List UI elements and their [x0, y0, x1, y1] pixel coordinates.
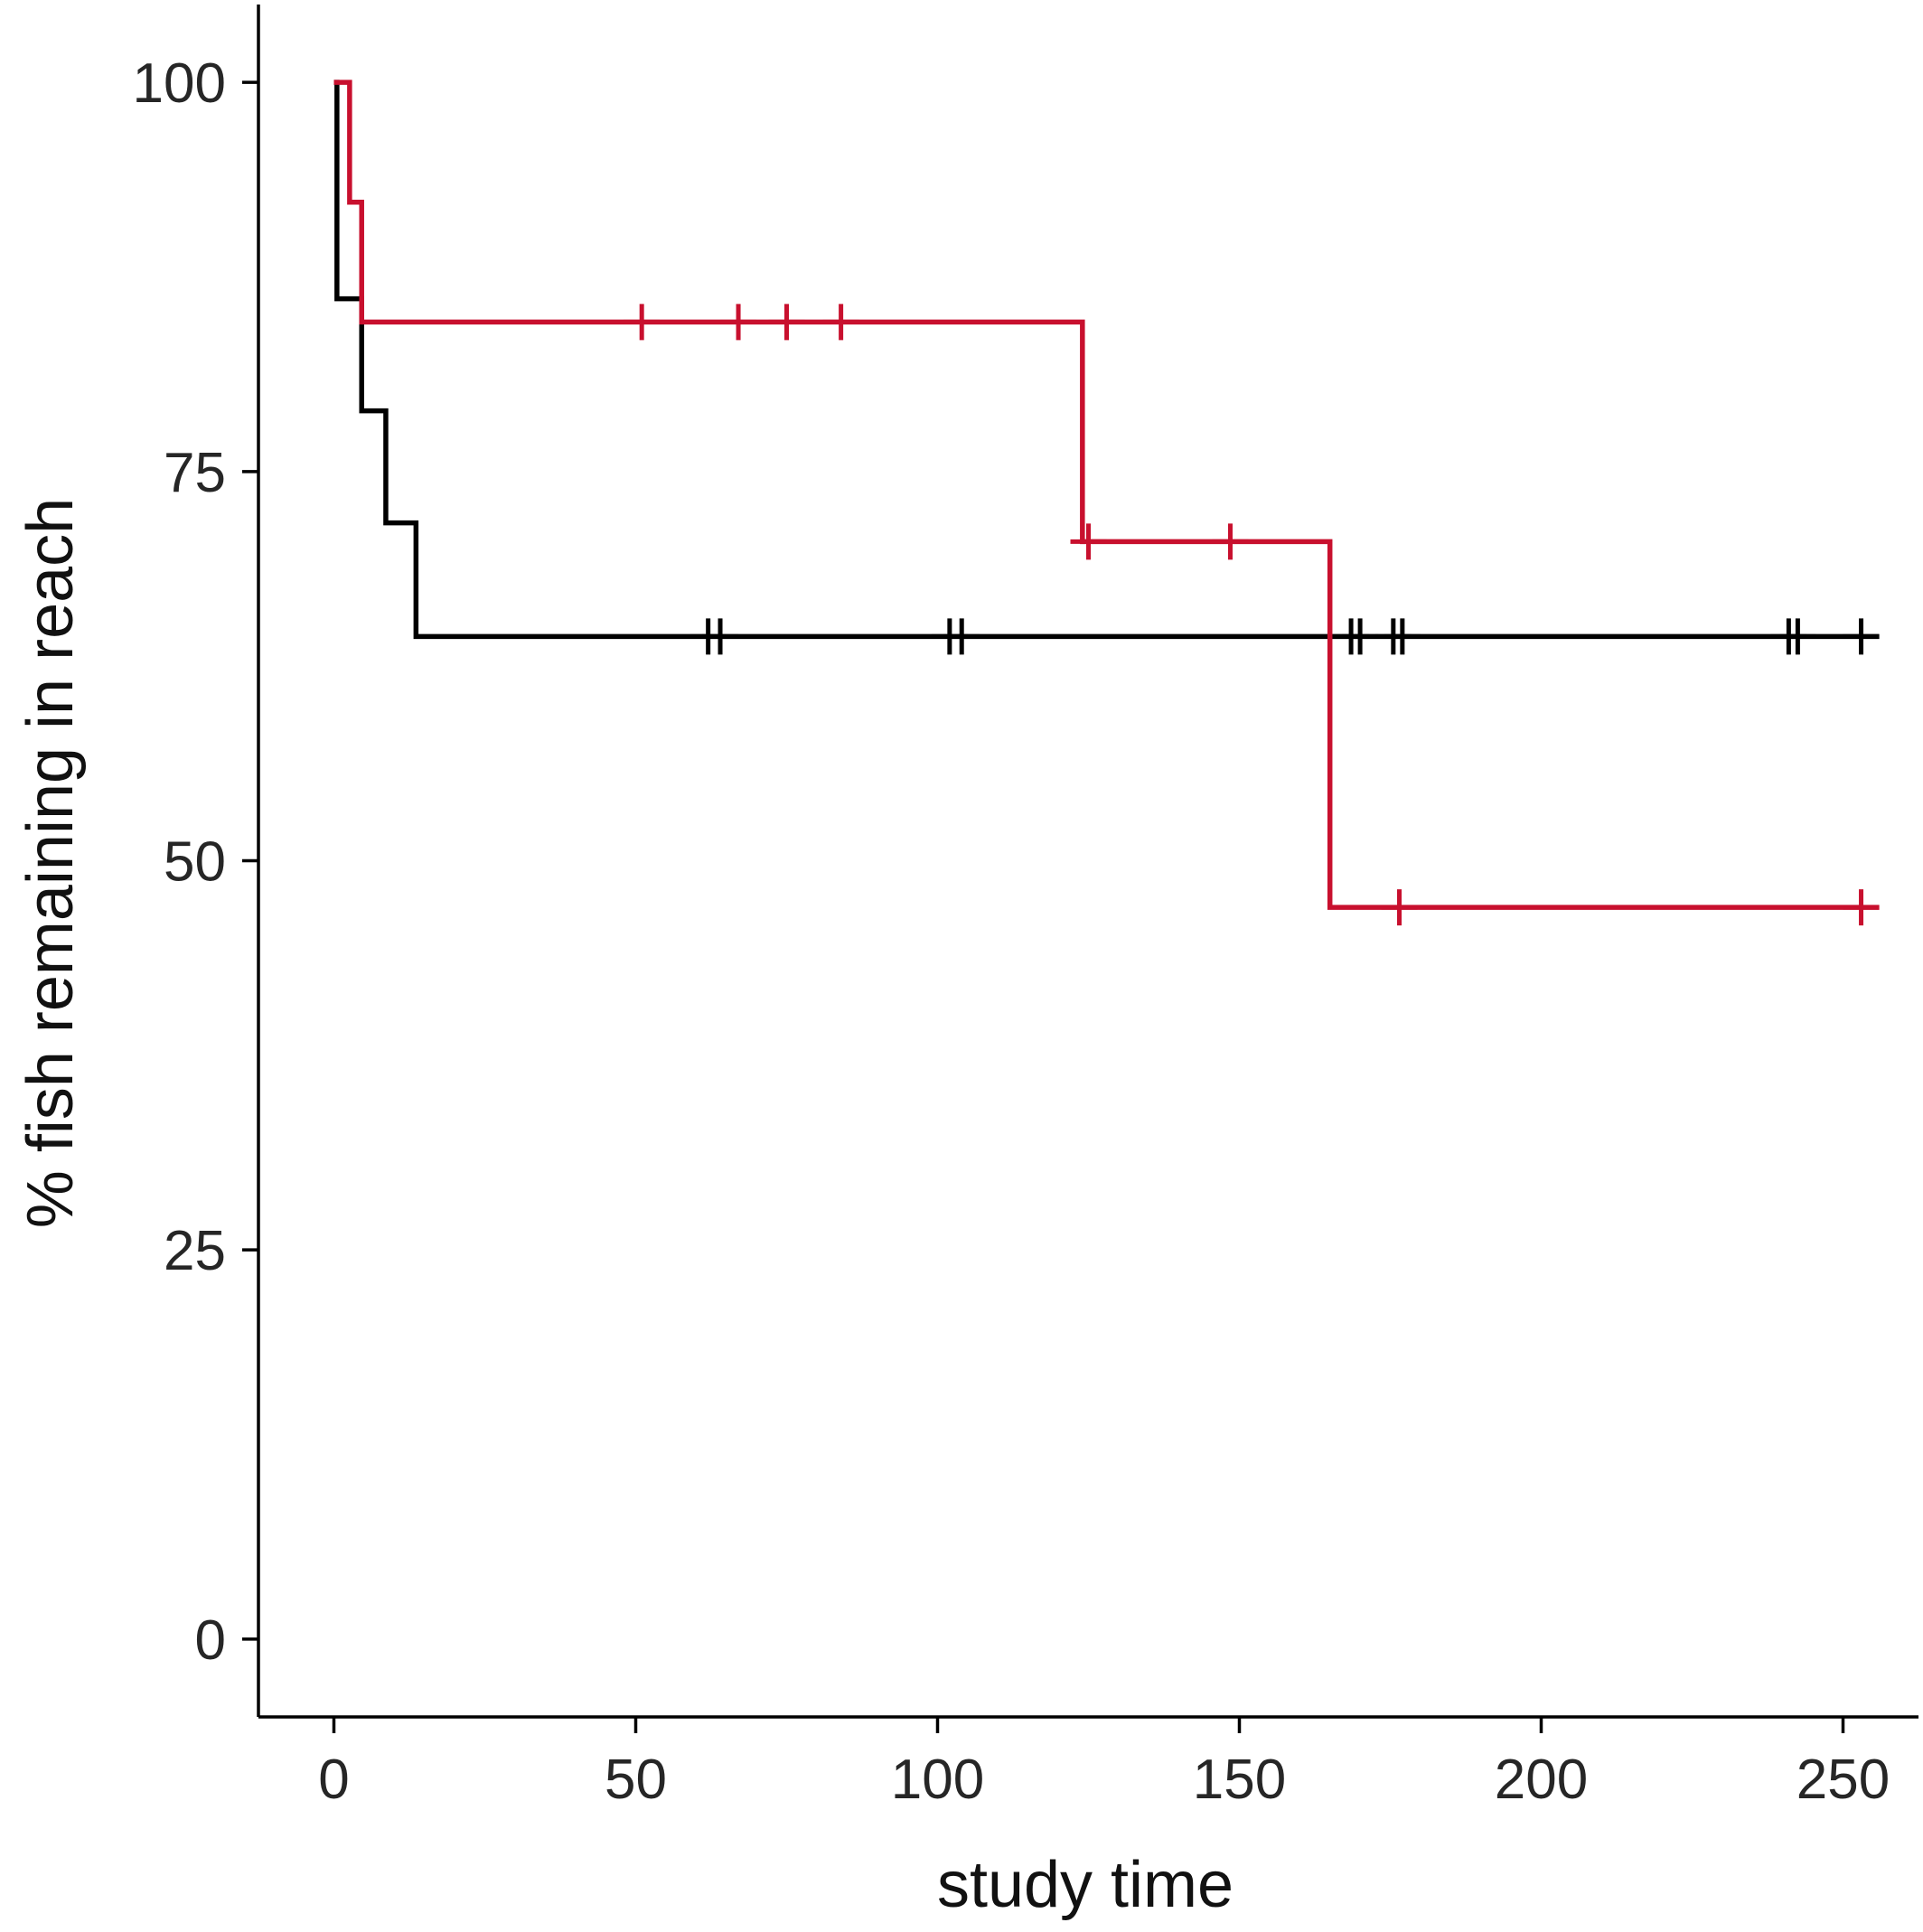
censor-mark: [702, 618, 739, 655]
ticks-layer: 0 50 100 150 200 250 0 25 50 75 100: [133, 52, 1890, 1811]
x-tick-label: 100: [891, 1749, 984, 1811]
y-tick-label: 0: [195, 1609, 226, 1672]
survival-step-line: [333, 80, 1880, 910]
censor-mark: [1070, 523, 1107, 560]
series-layer: [333, 80, 1880, 926]
censor-mark: [1843, 889, 1880, 926]
axes-layer: [257, 5, 1918, 1719]
censor-mark: [1381, 889, 1418, 926]
censor-mark: [1384, 618, 1421, 655]
x-tick-label: 250: [1796, 1749, 1890, 1811]
x-tick-label: 50: [605, 1749, 667, 1811]
censor-mark: [943, 618, 980, 655]
censor-mark: [822, 304, 859, 341]
censor-mark: [1779, 618, 1816, 655]
y-tick-label: 50: [164, 831, 226, 894]
y-tick-label: 25: [164, 1220, 226, 1282]
censor-mark: [624, 304, 661, 341]
y-tick-label: 100: [133, 52, 226, 115]
censor-mark: [1212, 523, 1249, 560]
x-tick-label: 0: [318, 1749, 349, 1811]
survival-step-line: [333, 80, 1880, 640]
censor-mark: [768, 304, 805, 341]
x-axis-title: study time: [937, 1849, 1234, 1921]
censor-mark: [1843, 618, 1880, 655]
y-tick-label: 75: [164, 442, 226, 504]
survival-series-1: [333, 80, 1880, 655]
x-tick-label: 150: [1193, 1749, 1286, 1811]
survival-series-2: [333, 80, 1880, 926]
censor-mark: [1342, 618, 1379, 655]
censor-mark: [720, 304, 757, 341]
x-tick-label: 200: [1495, 1749, 1588, 1811]
y-axis-title: % fish remaining in reach: [14, 498, 87, 1228]
